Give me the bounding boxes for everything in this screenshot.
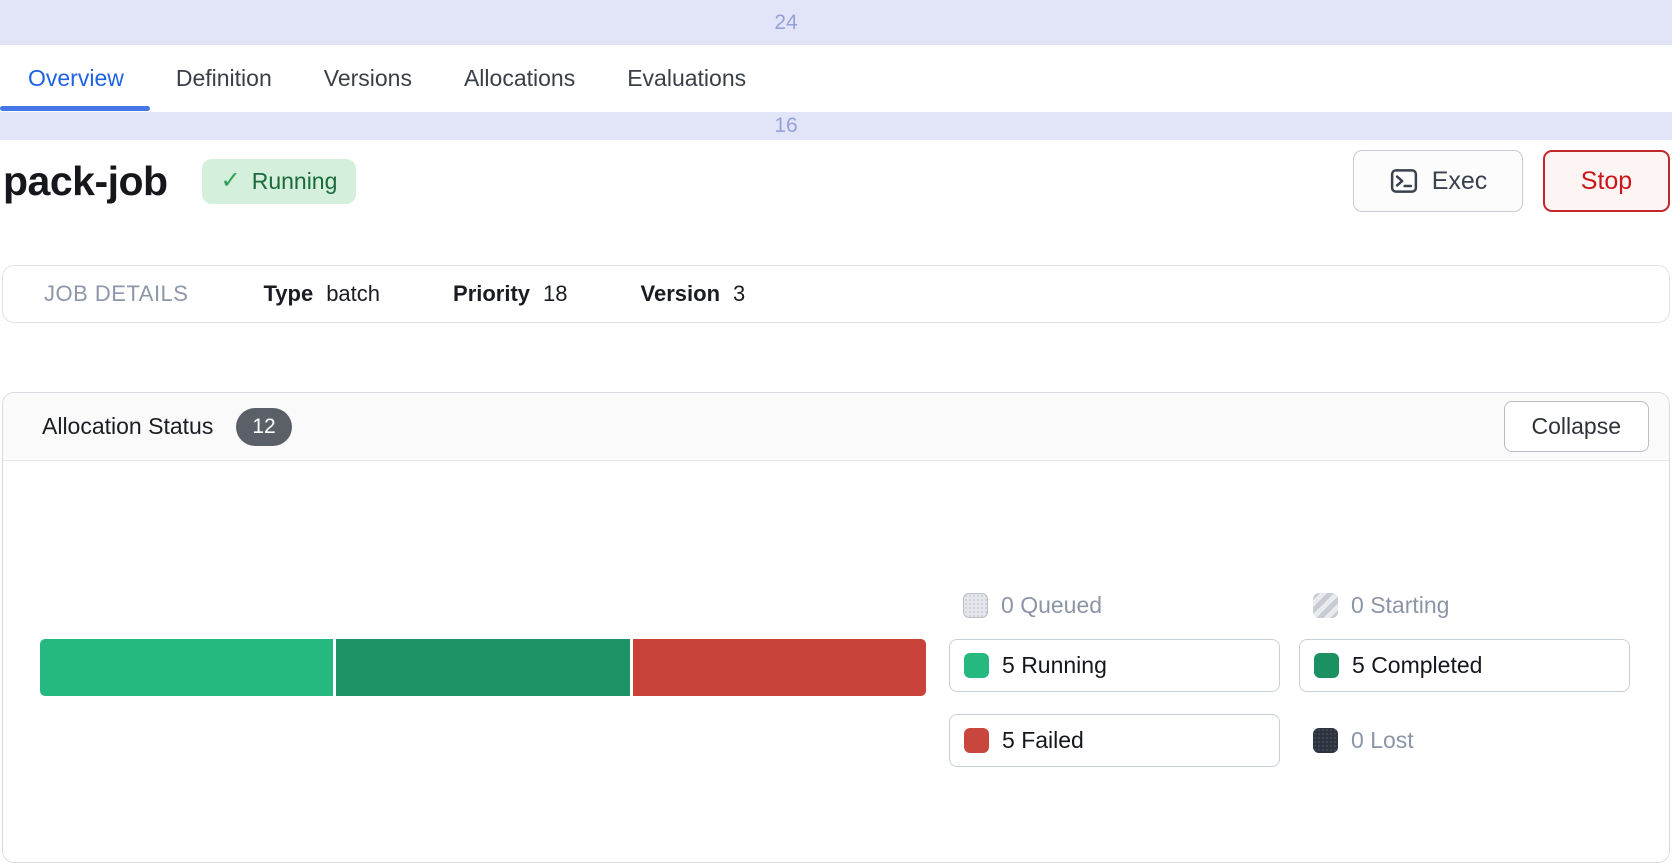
job-details-heading: JOB DETAILS (44, 281, 189, 306)
allocation-count-badge: 12 (236, 407, 292, 446)
tab-evaluations[interactable]: Evaluations (627, 45, 746, 112)
legend-item-lost: 0 Lost (1299, 714, 1630, 767)
legend-item-starting: 0 Starting (1299, 579, 1630, 632)
spacing-marker-middle: 16 (0, 112, 1672, 140)
legend-queued-text: 0 Queued (1001, 592, 1103, 618)
status-badge: ✓ Running (201, 158, 357, 204)
stop-button[interactable]: Stop (1543, 150, 1670, 212)
failed-swatch-icon (964, 728, 989, 753)
bar-segment-failed[interactable] (632, 639, 926, 696)
detail-field-version: Version 3 (641, 281, 746, 307)
job-details-card: JOB DETAILS Type batch Priority 18 Versi… (2, 265, 1670, 323)
legend-item-running[interactable]: 5 Running (949, 639, 1280, 692)
legend-item-completed[interactable]: 5 Completed (1299, 639, 1630, 692)
legend-lost-text: 0 Lost (1351, 727, 1414, 753)
detail-label-version: Version (640, 281, 721, 306)
terminal-icon (1389, 166, 1419, 196)
stop-button-label: Stop (1580, 166, 1633, 195)
spacing-marker-middle-value: 16 (774, 114, 798, 137)
allocation-status-title: Allocation Status (42, 413, 214, 439)
tab-evaluations-label: Evaluations (627, 65, 747, 91)
job-tab-bar: Overview Definition Versions Allocations… (0, 45, 1672, 112)
exec-button-label: Exec (1431, 166, 1488, 195)
exec-button[interactable]: Exec (1353, 150, 1523, 212)
detail-value-type: batch (326, 281, 381, 306)
tab-allocations-label: Allocations (463, 65, 576, 91)
tab-overview-label: Overview (28, 65, 124, 91)
spacing-marker-top-value: 24 (774, 10, 798, 34)
legend-running-text: 5 Running (1002, 652, 1107, 678)
page-header: pack-job ✓ Running Exec Stop (0, 150, 1670, 212)
tab-allocations[interactable]: Allocations (464, 45, 575, 112)
legend-starting-text: 0 Starting (1351, 592, 1450, 618)
allocation-stacked-bar (40, 639, 926, 696)
legend-item-failed[interactable]: 5 Failed (949, 714, 1280, 767)
detail-value-version: 3 (733, 281, 746, 306)
tab-overview[interactable]: Overview (0, 45, 150, 112)
queued-swatch-icon (963, 593, 988, 618)
detail-label-type: Type (263, 281, 314, 306)
bar-segment-running[interactable] (40, 639, 334, 696)
running-swatch-icon (964, 653, 989, 678)
bar-segment-completed[interactable] (336, 639, 630, 696)
legend-failed-text: 5 Failed (1002, 727, 1084, 753)
detail-value-priority: 18 (543, 281, 568, 306)
status-badge-label: Running (251, 167, 338, 194)
allocation-status-panel: Allocation Status 12 Collapse 0 Queued 0… (2, 392, 1670, 863)
allocation-status-header: Allocation Status 12 Collapse (3, 393, 1669, 461)
tab-definition-label: Definition (175, 65, 272, 91)
checkmark-icon: ✓ (220, 167, 241, 194)
tab-versions[interactable]: Versions (324, 45, 412, 112)
tab-definition[interactable]: Definition (176, 45, 272, 112)
completed-swatch-icon (1314, 653, 1339, 678)
detail-field-type: Type batch (263, 281, 380, 307)
collapse-button[interactable]: Collapse (1503, 401, 1649, 452)
header-actions: Exec Stop (1353, 150, 1670, 212)
starting-swatch-icon (1313, 593, 1338, 618)
lost-swatch-icon (1313, 728, 1338, 753)
tab-versions-label: Versions (323, 65, 412, 91)
detail-label-priority: Priority (453, 281, 531, 306)
title-wrap: pack-job ✓ Running (3, 150, 357, 212)
legend-item-queued: 0 Queued (949, 579, 1280, 632)
page-title: pack-job (3, 157, 168, 204)
spacing-marker-top: 24 (0, 0, 1672, 45)
detail-field-priority: Priority 18 (453, 281, 568, 307)
legend-completed-text: 5 Completed (1352, 652, 1483, 678)
allocation-chart-body: 0 Queued 0 Starting 5 Running 5 Complete… (3, 461, 1669, 862)
